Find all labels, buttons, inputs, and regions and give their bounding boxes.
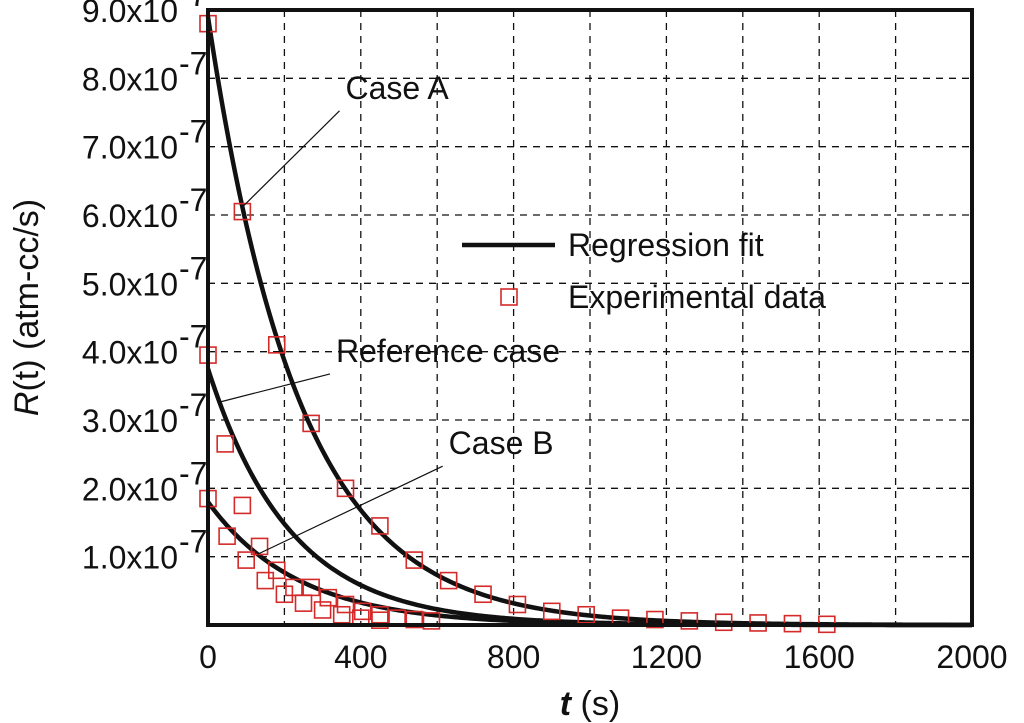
annotation-label: Case A	[346, 70, 450, 106]
y-tick-label: 5.0x10	[82, 266, 178, 302]
y-tick-label: 1.0x10	[82, 540, 178, 576]
legend-label: Experimental data	[568, 279, 826, 315]
y-tick-label: 7.0x10	[82, 130, 178, 166]
x-tick-label: 800	[487, 639, 540, 675]
x-tick-label: 0	[199, 639, 217, 675]
x-tick-label: 2000	[936, 639, 1007, 675]
experimental-marker	[319, 588, 338, 607]
annotations: Case A Reference case Case B	[219, 70, 560, 555]
experimental-marker	[237, 551, 255, 569]
annotation-label: Case B	[449, 425, 554, 461]
experimental-marker	[294, 594, 313, 612]
x-tick-label: 400	[334, 639, 387, 675]
experimental-marker	[256, 571, 275, 590]
experimental-marker	[646, 610, 664, 629]
y-tick-label: 9.0x10	[82, 0, 178, 29]
experimental-marker	[218, 527, 236, 545]
x-tick-label: 1200	[631, 639, 702, 675]
experimental-marker	[285, 578, 303, 597]
experimental-marker	[336, 479, 355, 498]
experimental-marker	[250, 537, 269, 556]
y-tick-label: 6.0x10	[82, 198, 178, 234]
y-tick-label: 3.0x10	[82, 403, 178, 439]
experimental-marker	[439, 571, 458, 590]
plot-frame	[206, 8, 974, 627]
legend-marker-swatch	[500, 288, 518, 306]
experimental-marker	[233, 202, 252, 221]
experimental-marker	[267, 561, 286, 580]
experimental-marker	[405, 610, 424, 629]
experimental-marker	[302, 414, 320, 433]
experimental-marker	[542, 602, 561, 621]
y-tick-label: 4.0x10	[82, 335, 178, 371]
experimental-marker	[353, 602, 372, 621]
experimental-marker	[332, 605, 351, 624]
y-axis-title: R(t) (atm-cc/s)	[8, 199, 46, 416]
experimental-marker	[267, 336, 286, 354]
legend-label: Regression fit	[568, 227, 764, 263]
y-tick-exponent: -7	[179, 524, 207, 560]
experimental-marker	[714, 613, 733, 632]
x-axis-title: t (s)	[560, 685, 620, 723]
experimental-marker	[313, 601, 332, 619]
experimental-marker	[422, 612, 441, 630]
experimental-marker	[371, 611, 389, 630]
experimental-marker	[508, 595, 527, 614]
annotation-leader	[241, 110, 340, 208]
experimental-marker	[749, 614, 767, 632]
axis-titles: t (s) R(t) (atm-cc/s)	[8, 199, 620, 723]
y-tick-exponent: -7	[179, 114, 207, 150]
y-tick-exponent: -7	[179, 250, 207, 286]
legend: Regression fit Experimental data	[462, 227, 826, 315]
experimental-marker	[216, 435, 234, 453]
annotation-label: Reference case	[336, 333, 560, 369]
y-tick-exponent: -7	[179, 387, 207, 423]
y-tick-label: 8.0x10	[82, 61, 178, 97]
annotation-leader	[257, 465, 443, 555]
experimental-marker	[405, 551, 424, 569]
y-tick-exponent: -7	[179, 319, 207, 355]
y-tick-exponent: -7	[179, 455, 207, 491]
experimental-marker	[371, 517, 389, 535]
experimental-marker	[233, 496, 252, 515]
experimental-marker	[474, 585, 492, 604]
y-tick-label: 2.0x10	[82, 471, 178, 507]
experimental-markers	[199, 14, 836, 634]
experimental-marker	[577, 605, 595, 624]
grid	[208, 10, 972, 625]
experimental-marker	[336, 595, 355, 614]
experimental-marker	[275, 585, 294, 604]
annotation-leader	[219, 373, 331, 403]
y-tick-exponent: -7	[179, 0, 207, 13]
y-tick-exponent: -7	[179, 45, 207, 81]
y-tick-exponent: -7	[179, 182, 207, 218]
experimental-marker	[680, 612, 699, 630]
x-tick-label: 1600	[784, 639, 855, 675]
